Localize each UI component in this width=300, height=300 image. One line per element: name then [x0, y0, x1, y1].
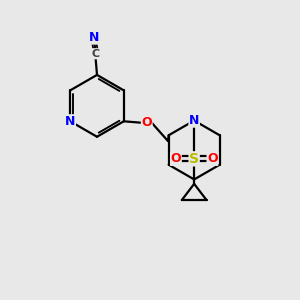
Text: N: N — [65, 115, 75, 128]
Text: S: S — [189, 152, 199, 166]
Text: O: O — [207, 152, 218, 165]
Text: O: O — [171, 152, 181, 165]
Text: O: O — [141, 116, 152, 129]
Text: C: C — [92, 49, 100, 59]
Text: N: N — [89, 31, 99, 44]
Text: N: N — [189, 114, 200, 127]
